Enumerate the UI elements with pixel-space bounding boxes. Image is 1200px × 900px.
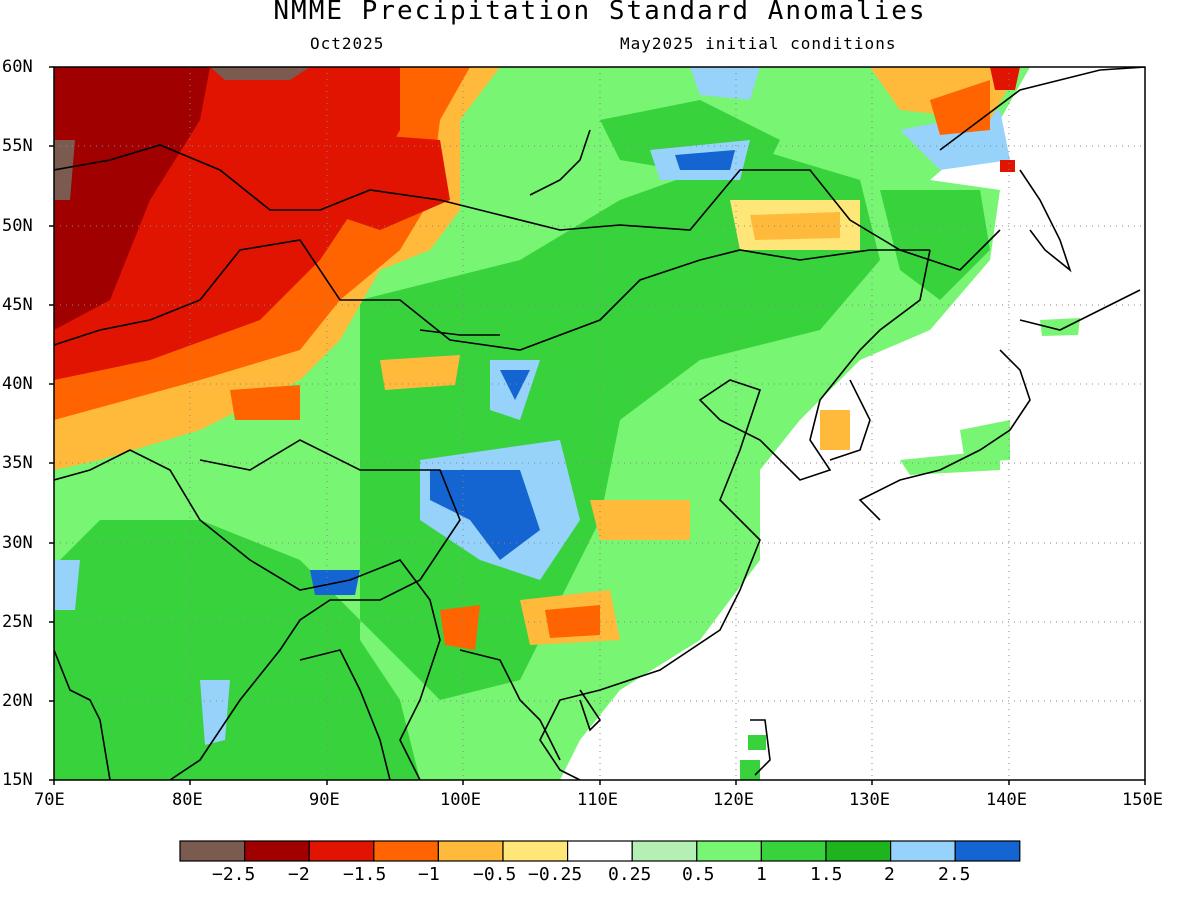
lon-label: 90E: [309, 790, 340, 810]
colorbar-label: 2.5: [938, 864, 971, 885]
colorbar-swatch: [631, 840, 698, 862]
colorbar-label: 0.25: [608, 864, 652, 885]
initial-conditions: May2025 initial conditions: [620, 34, 897, 53]
colorbar-swatch: [825, 840, 892, 862]
colorbar-swatch: [696, 840, 762, 862]
colorbar-label: −0.5: [473, 864, 517, 885]
forecast-month: Oct2025: [310, 34, 385, 53]
lat-label: 40N: [2, 374, 33, 394]
colorbar-label: 2: [884, 864, 895, 885]
lon-label: 70E: [34, 790, 65, 810]
colorbar-swatch: [244, 840, 310, 862]
colorbar-swatch: [566, 840, 633, 862]
colorbar-swatch: [179, 840, 246, 862]
lat-label: 25N: [2, 612, 33, 632]
colorbar-label: −1: [418, 864, 440, 885]
colorbar-label: −0.25: [528, 864, 583, 885]
lat-label: 15N: [2, 770, 33, 790]
colorbar: [179, 840, 1021, 862]
anomaly-field: [54, 67, 1145, 780]
lat-label: 60N: [2, 57, 33, 77]
colorbar-swatch: [308, 840, 375, 862]
colorbar-swatch: [760, 840, 827, 862]
lat-label: 35N: [2, 453, 33, 473]
graticule: [54, 67, 1145, 780]
lon-label: 80E: [172, 790, 203, 810]
colorbar-swatch: [437, 840, 504, 862]
colorbar-label: −2: [288, 864, 310, 885]
colorbar-label: 0.5: [682, 864, 715, 885]
lat-label: 50N: [2, 216, 33, 236]
lat-label: 55N: [2, 136, 33, 156]
lon-label: 130E: [849, 790, 890, 810]
coastlines: [54, 67, 1145, 780]
colorbar-label: −1.5: [343, 864, 387, 885]
colorbar-swatch: [889, 840, 956, 862]
lat-label: 45N: [2, 295, 33, 315]
colorbar-label: 1.5: [810, 864, 843, 885]
lat-label: 30N: [2, 533, 33, 553]
colorbar-swatch: [502, 840, 569, 862]
colorbar-label: 1: [756, 864, 767, 885]
axis-ticks: [49, 66, 1146, 785]
map-title: NMME Precipitation Standard Anomalies: [273, 0, 927, 26]
lon-label: 110E: [577, 790, 618, 810]
lon-label: 140E: [986, 790, 1027, 810]
lat-label: 20N: [2, 691, 33, 711]
colorbar-swatch: [373, 840, 439, 862]
colorbar-swatch: [954, 840, 1021, 862]
lon-label: 120E: [713, 790, 754, 810]
lon-label: 100E: [440, 790, 481, 810]
colorbar-label: −2.5: [212, 864, 256, 885]
lon-label: 150E: [1122, 790, 1163, 810]
